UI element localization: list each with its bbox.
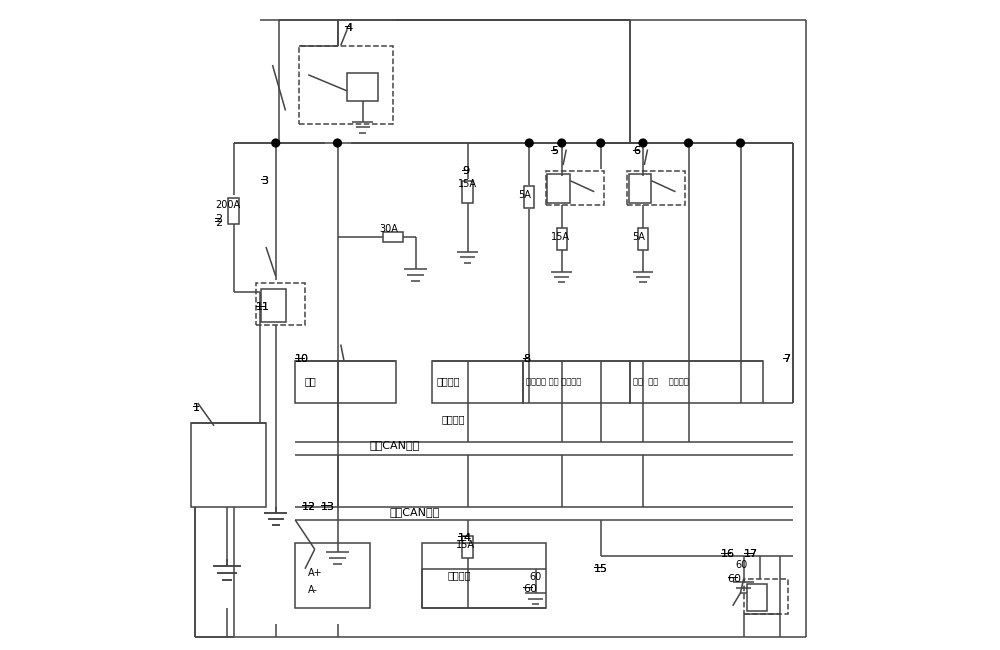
Bar xyxy=(547,174,570,203)
Text: 5: 5 xyxy=(551,146,558,156)
Bar xyxy=(524,186,534,208)
Text: 10: 10 xyxy=(295,354,309,364)
Text: 2: 2 xyxy=(215,218,222,227)
Circle shape xyxy=(639,139,647,147)
Text: 60: 60 xyxy=(728,574,742,584)
Text: 1: 1 xyxy=(193,403,200,413)
Text: 30A: 30A xyxy=(380,224,399,234)
Bar xyxy=(744,578,788,614)
Circle shape xyxy=(334,139,341,147)
Text: 3: 3 xyxy=(261,176,268,185)
Circle shape xyxy=(685,139,692,147)
Text: 10: 10 xyxy=(295,354,309,364)
Text: 4: 4 xyxy=(345,23,352,32)
Bar xyxy=(191,422,266,507)
Circle shape xyxy=(525,139,533,147)
Bar xyxy=(462,181,473,203)
Text: 6: 6 xyxy=(633,146,640,156)
Bar xyxy=(383,232,402,242)
Text: 2: 2 xyxy=(215,214,222,224)
Text: 行驶供电: 行驶供电 xyxy=(436,376,460,387)
Text: 光流散流 常电 行驶供电: 光流散流 常电 行驶供电 xyxy=(526,377,581,386)
Bar xyxy=(629,174,651,203)
Text: 8: 8 xyxy=(523,354,530,364)
Bar xyxy=(422,543,546,608)
Bar xyxy=(747,584,767,611)
Bar xyxy=(523,361,630,403)
Bar xyxy=(347,73,378,101)
Text: 14: 14 xyxy=(458,533,472,543)
Text: 管电  滤波    备出供电: 管电 滤波 备出供电 xyxy=(633,377,689,386)
Bar xyxy=(557,228,567,250)
Text: A-: A- xyxy=(308,585,318,595)
Text: 11: 11 xyxy=(256,302,270,312)
Text: 6: 6 xyxy=(633,146,640,156)
Text: A+: A+ xyxy=(308,568,323,578)
Bar xyxy=(298,46,393,124)
Bar xyxy=(462,536,473,558)
Text: 5A: 5A xyxy=(632,232,645,242)
Text: 16: 16 xyxy=(721,549,735,559)
Text: 15A: 15A xyxy=(551,232,570,242)
Bar xyxy=(630,361,763,403)
Text: 4: 4 xyxy=(345,23,352,32)
Text: 60: 60 xyxy=(523,584,537,593)
Circle shape xyxy=(272,139,280,147)
Circle shape xyxy=(558,139,566,147)
Text: 60: 60 xyxy=(529,572,542,582)
Text: 备出供电: 备出供电 xyxy=(448,570,472,580)
Text: 整车CAN网络: 整车CAN网络 xyxy=(370,440,420,450)
Text: 16: 16 xyxy=(721,549,735,559)
Bar xyxy=(546,171,604,205)
Text: 7: 7 xyxy=(783,354,790,364)
Text: 17: 17 xyxy=(744,549,758,559)
Text: 13: 13 xyxy=(321,502,335,512)
Circle shape xyxy=(597,139,605,147)
Text: 充电供电: 充电供电 xyxy=(442,414,465,424)
Text: 5: 5 xyxy=(551,146,558,156)
Text: 15: 15 xyxy=(594,564,608,574)
Text: 14: 14 xyxy=(458,533,472,543)
Text: 1: 1 xyxy=(193,403,200,413)
Bar xyxy=(627,171,685,205)
Text: 供电: 供电 xyxy=(305,376,317,387)
Bar xyxy=(295,543,370,608)
Text: 9: 9 xyxy=(462,166,469,176)
Circle shape xyxy=(737,139,744,147)
Text: 3: 3 xyxy=(261,176,268,185)
Text: 60: 60 xyxy=(735,560,748,571)
Bar xyxy=(638,228,648,250)
Text: 12: 12 xyxy=(302,502,316,512)
Text: 15A: 15A xyxy=(458,179,477,189)
Bar xyxy=(432,361,523,403)
Text: 8: 8 xyxy=(523,354,530,364)
Text: 15: 15 xyxy=(594,564,608,574)
Text: 充电CAN网络: 充电CAN网络 xyxy=(390,506,440,517)
Text: 17: 17 xyxy=(744,549,758,559)
Bar xyxy=(256,283,305,325)
Bar xyxy=(261,289,286,322)
Text: 15A: 15A xyxy=(456,540,475,550)
Text: 9: 9 xyxy=(462,166,469,176)
Text: 13: 13 xyxy=(321,502,335,512)
Text: 11: 11 xyxy=(256,302,270,312)
Text: 12: 12 xyxy=(302,502,316,512)
Text: 5A: 5A xyxy=(518,190,531,200)
Text: 7: 7 xyxy=(783,354,790,364)
Bar xyxy=(295,361,396,403)
Bar xyxy=(228,198,239,224)
Text: 200A: 200A xyxy=(215,200,240,210)
